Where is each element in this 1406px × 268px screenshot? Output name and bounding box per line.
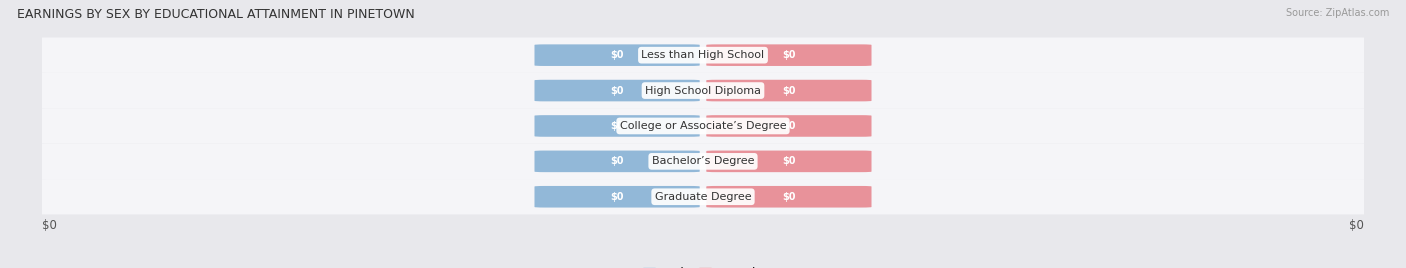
Text: Graduate Degree: Graduate Degree xyxy=(655,192,751,202)
Text: $0: $0 xyxy=(610,85,624,96)
FancyBboxPatch shape xyxy=(706,80,872,101)
Text: Source: ZipAtlas.com: Source: ZipAtlas.com xyxy=(1285,8,1389,18)
Text: $0: $0 xyxy=(782,121,796,131)
Text: High School Diploma: High School Diploma xyxy=(645,85,761,96)
FancyBboxPatch shape xyxy=(22,73,1384,108)
Text: $0: $0 xyxy=(42,219,58,232)
Text: EARNINGS BY SEX BY EDUCATIONAL ATTAINMENT IN PINETOWN: EARNINGS BY SEX BY EDUCATIONAL ATTAINMEN… xyxy=(17,8,415,21)
Text: $0: $0 xyxy=(782,50,796,60)
FancyBboxPatch shape xyxy=(706,115,872,137)
FancyBboxPatch shape xyxy=(706,186,872,207)
Text: $0: $0 xyxy=(610,192,624,202)
Legend: Male, Female: Male, Female xyxy=(638,263,768,268)
FancyBboxPatch shape xyxy=(22,144,1384,179)
Text: $0: $0 xyxy=(782,192,796,202)
Text: Less than High School: Less than High School xyxy=(641,50,765,60)
FancyBboxPatch shape xyxy=(22,108,1384,144)
Text: Bachelor’s Degree: Bachelor’s Degree xyxy=(652,156,754,166)
Text: College or Associate’s Degree: College or Associate’s Degree xyxy=(620,121,786,131)
FancyBboxPatch shape xyxy=(22,179,1384,214)
FancyBboxPatch shape xyxy=(534,80,700,101)
FancyBboxPatch shape xyxy=(534,186,700,207)
FancyBboxPatch shape xyxy=(706,44,872,66)
Text: $0: $0 xyxy=(610,156,624,166)
Text: $0: $0 xyxy=(1348,219,1364,232)
FancyBboxPatch shape xyxy=(706,151,872,172)
Text: $0: $0 xyxy=(610,121,624,131)
Text: $0: $0 xyxy=(782,85,796,96)
FancyBboxPatch shape xyxy=(22,38,1384,73)
FancyBboxPatch shape xyxy=(534,151,700,172)
FancyBboxPatch shape xyxy=(534,115,700,137)
Text: $0: $0 xyxy=(610,50,624,60)
FancyBboxPatch shape xyxy=(534,44,700,66)
Text: $0: $0 xyxy=(782,156,796,166)
